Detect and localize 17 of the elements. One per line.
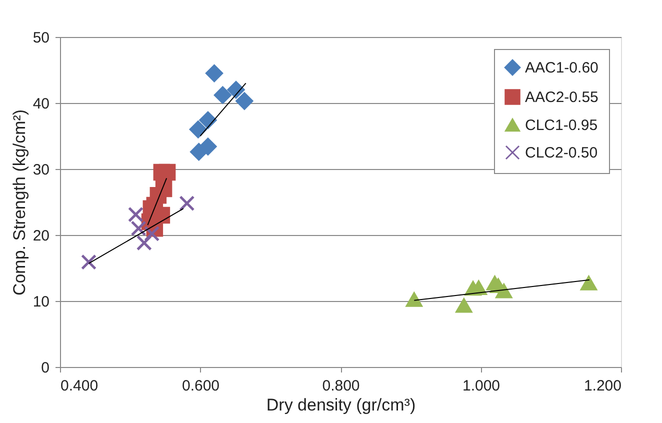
y-tick-label: 10	[32, 294, 50, 310]
y-tick-label: 50	[32, 30, 50, 46]
y-axis-title: Comp. Strength (kg/cm²)	[10, 109, 29, 296]
x-tick-label: 0.600	[182, 378, 220, 394]
y-tick-label: 40	[32, 96, 50, 112]
x-tick-label: 0.800	[322, 378, 360, 394]
legend-label: AAC1-0.60	[525, 60, 598, 76]
legend-label: AAC2-0.55	[525, 89, 598, 106]
y-tick-label: 20	[32, 228, 50, 244]
legend-label: CLC1-0.95	[525, 117, 598, 134]
x-axis-title: Dry density (gr/cm³)	[266, 396, 416, 414]
legend-label: CLC2-0.50	[525, 144, 598, 162]
x-tick-label: 1.000	[462, 378, 500, 394]
x-tick-label: 0.400	[60, 378, 98, 394]
y-tick-label: 30	[32, 162, 50, 178]
x-tick-label: 1.200	[584, 378, 622, 394]
y-tick-label: 0	[41, 360, 50, 376]
